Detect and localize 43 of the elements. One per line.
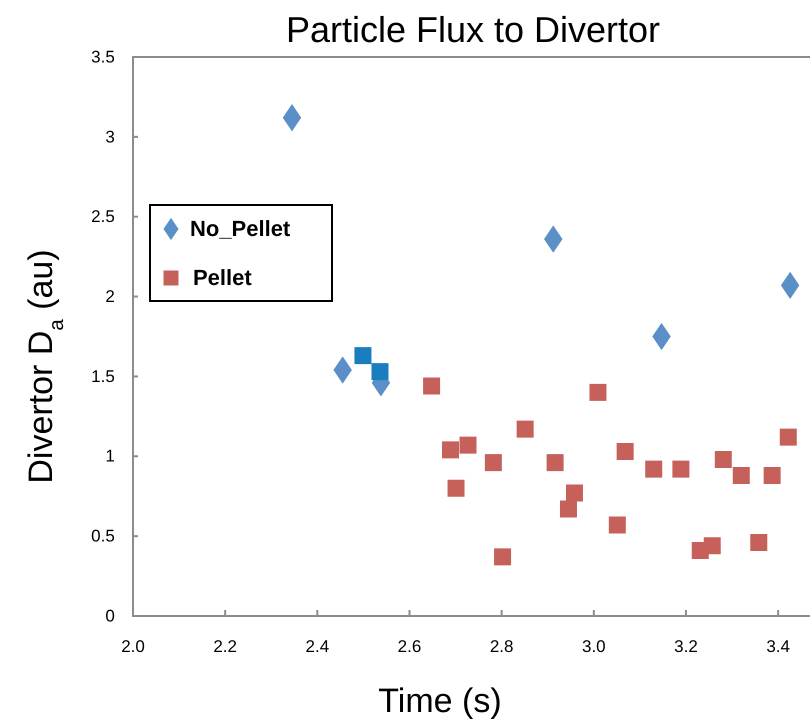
- x-tick-label: 3.0: [582, 637, 606, 656]
- x-tick-label: 2.8: [490, 637, 514, 656]
- point: [780, 428, 797, 446]
- x-tick-label: 2.6: [398, 637, 422, 656]
- x-tick-label: 3.4: [766, 637, 790, 656]
- point: [750, 534, 768, 552]
- point: [732, 466, 750, 484]
- point: [516, 420, 534, 438]
- point: [566, 484, 583, 502]
- x-tick-label: 2.4: [306, 637, 330, 656]
- point: [560, 500, 577, 518]
- point: [484, 454, 502, 472]
- point: [616, 442, 634, 460]
- y-tick-label: 1: [105, 446, 115, 466]
- x-tick-label: 2.0: [121, 637, 145, 656]
- y-tick-label: 0.5: [91, 526, 115, 546]
- y-tick-label: 3.5: [91, 47, 115, 66]
- point: [546, 454, 564, 472]
- y-tick-label: 2.5: [91, 207, 115, 226]
- point: [460, 436, 477, 454]
- y-tick-label: 2: [105, 287, 115, 306]
- y-tick-label: 1.5: [91, 366, 115, 386]
- legend-label: No_Pellet: [190, 216, 291, 241]
- point: [608, 516, 626, 534]
- point: [704, 537, 721, 554]
- y-tick-label: 0: [105, 606, 115, 626]
- point: [423, 378, 440, 395]
- point: [442, 441, 459, 458]
- x-tick-label: 3.2: [674, 637, 698, 656]
- point: [354, 347, 372, 364]
- point: [764, 466, 781, 484]
- point: [645, 460, 662, 478]
- y-tick-label: 3: [105, 127, 115, 146]
- legend-label: Pellet: [193, 265, 252, 290]
- point: [494, 548, 512, 566]
- point: [672, 460, 690, 478]
- x-tick-label: 2.2: [213, 637, 237, 656]
- point: [371, 363, 388, 380]
- x-axis-title: Time (s): [378, 682, 502, 720]
- point: [448, 480, 465, 497]
- chart-title: Particle Flux to Divertor: [286, 9, 660, 50]
- point: [589, 384, 606, 401]
- point: [714, 450, 732, 468]
